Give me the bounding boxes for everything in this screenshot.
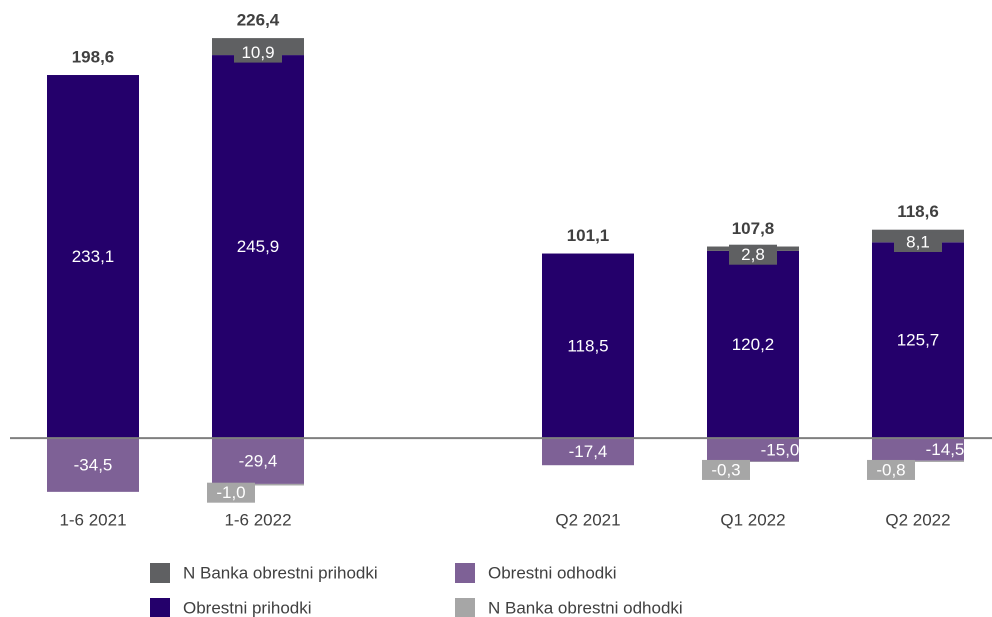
data-label: -14,5: [926, 440, 965, 459]
data-label: -1,0: [216, 483, 245, 502]
bar-segment: [212, 55, 304, 439]
total-label: 118,6: [897, 202, 939, 221]
x-tick-label: Q2 2021: [555, 510, 620, 529]
data-label: 10,9: [241, 43, 274, 62]
total-label: 226,4: [237, 11, 280, 30]
legend-label: N Banka obrestni prihodki: [183, 563, 378, 582]
data-label: 120,2: [732, 335, 775, 354]
bar-segment: [212, 438, 304, 484]
data-label: -0,8: [876, 460, 905, 479]
data-label: -34,5: [74, 455, 113, 474]
data-label: 8,1: [906, 232, 930, 251]
data-label: -29,4: [239, 451, 278, 470]
bar-segment: [542, 438, 634, 466]
bar-segment: [212, 483, 304, 486]
x-tick-label: 1-6 2021: [59, 510, 126, 529]
label-box: [234, 42, 282, 63]
total-label: 198,6: [72, 48, 115, 67]
legend-swatch: [150, 563, 170, 583]
data-label: -15,0: [761, 440, 800, 459]
data-label: 118,5: [567, 336, 608, 355]
data-label: -0,3: [711, 460, 740, 479]
label-box: [894, 232, 942, 253]
x-tick-label: Q1 2022: [720, 510, 785, 529]
bar-segment: [542, 253, 634, 439]
legend-label: Obrestni odhodki: [488, 563, 617, 582]
data-label: 125,7: [897, 331, 940, 350]
data-label: 233,1: [72, 247, 115, 266]
data-label: -17,4: [569, 442, 608, 461]
legend-label: Obrestni prihodki: [183, 598, 312, 617]
bar-segment: [47, 438, 139, 492]
legend-label: N Banka obrestni odhodki: [488, 598, 683, 617]
total-label: 101,1: [567, 226, 610, 245]
bar-segment: [707, 250, 799, 439]
bar-segment: [707, 438, 799, 462]
x-tick-label: Q2 2022: [885, 510, 950, 529]
bar-segment: [872, 242, 964, 439]
label-box: [207, 482, 255, 503]
total-label: 107,8: [732, 219, 775, 238]
bar-segment: [47, 75, 139, 439]
label-box: [702, 459, 750, 480]
x-tick-label: 1-6 2022: [224, 510, 291, 529]
label-box: [867, 459, 915, 480]
data-label: 245,9: [237, 237, 280, 256]
bar-segment: [872, 460, 964, 462]
bar-segment: [872, 438, 964, 461]
legend-swatch: [455, 598, 475, 617]
legend-swatch: [455, 563, 475, 583]
legend-swatch: [150, 598, 170, 617]
label-box: [729, 244, 777, 265]
data-label: 2,8: [741, 245, 765, 264]
